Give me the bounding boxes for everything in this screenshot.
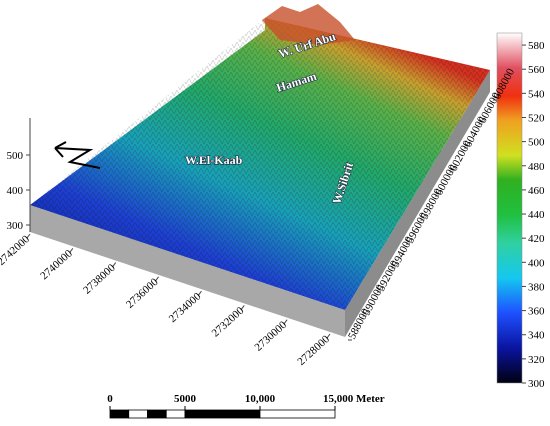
colorbar-label: 460	[528, 185, 545, 197]
northing-label: 2732000	[210, 304, 247, 339]
colorbar-label: 560	[528, 64, 545, 76]
northing-label: 2736000	[124, 276, 161, 311]
northing-tick	[326, 333, 331, 339]
northing-label: 2742000	[0, 233, 32, 268]
scale-segment	[184, 409, 261, 419]
scale-segment	[259, 409, 336, 419]
colorbar	[496, 32, 523, 384]
northing-tick	[112, 262, 117, 267]
scale-segment	[165, 409, 186, 419]
northing-tick	[198, 290, 202, 296]
northing-label: 2730000	[253, 319, 290, 354]
colorbar-label: 320	[528, 354, 545, 366]
scale-segment	[109, 409, 130, 419]
northing-tick	[240, 305, 245, 310]
colorbar-label: 400	[528, 257, 545, 269]
north-arrow	[54, 147, 101, 169]
colorbar-label: 580	[528, 40, 545, 52]
colorbar-label: 300	[528, 378, 545, 390]
colorbar-label: 440	[528, 209, 545, 221]
block-front	[30, 205, 345, 337]
northing-tick	[283, 319, 288, 325]
colorbar-label: 360	[528, 306, 545, 318]
northing-label: 2740000	[38, 247, 75, 282]
z-tick-label: 300	[7, 220, 24, 232]
colorbar-label: 340	[528, 330, 545, 342]
scale-label: 0	[107, 393, 113, 405]
northing-tick	[26, 233, 31, 239]
z-tick-label: 500	[7, 150, 24, 162]
colorbar-label: 540	[528, 88, 545, 100]
colorbar-label: 380	[528, 281, 545, 293]
place-label: W.El-Kaab	[185, 153, 243, 167]
northing-label: 2734000	[167, 290, 204, 325]
block-side	[345, 70, 490, 337]
terrain-texture	[30, 18, 490, 310]
scale-label: 5000	[174, 393, 197, 405]
scale-label: 15,000 Meter	[323, 393, 385, 405]
scale-segment	[128, 409, 148, 419]
colorbar-label: 500	[528, 137, 545, 149]
northing-tick	[155, 276, 159, 282]
scale-segment	[147, 409, 167, 419]
scale-label: 10,000	[245, 393, 276, 405]
colorbar-label: 480	[528, 161, 545, 173]
northing-label: 2738000	[81, 262, 118, 297]
north-arrow-head	[54, 141, 67, 158]
peak-area	[262, 4, 355, 45]
colorbar-label: 520	[528, 112, 545, 124]
z-tick-label: 400	[7, 185, 24, 197]
northing-label: 2728000	[295, 333, 332, 368]
northing-tick	[69, 247, 74, 253]
colorbar-label: 420	[528, 233, 545, 245]
